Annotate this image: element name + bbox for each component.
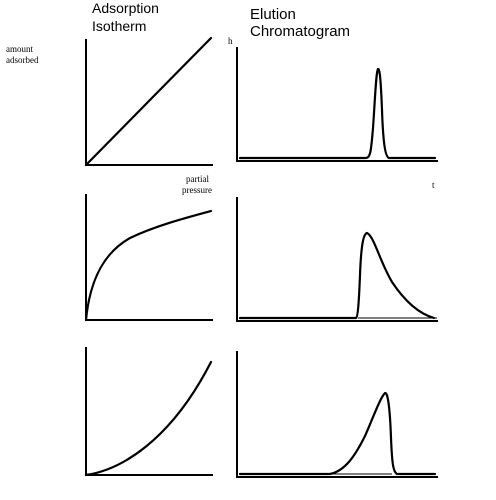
chromatogram-panel-symmetric [236,47,438,162]
chromatogram-x-label: t [432,180,435,190]
peak-symmetric [238,67,437,160]
isotherm-curve-convex [84,360,213,477]
peak-fronting [238,391,437,476]
chromatogram-axes [236,351,438,478]
chromatogram-panel-tailing [236,197,438,322]
row-1 [84,36,438,167]
isotherm-panel-concave [84,194,213,322]
isotherm-curve-linear [84,36,213,167]
peak-tailing [238,231,436,320]
isotherm-panel-convex [84,347,213,477]
isotherm-axes [85,347,213,476]
chromatogram-panel-fronting [236,351,438,478]
isotherm-panel-linear [84,36,213,167]
isotherm-heading-line1: Adsorption [92,0,159,16]
chromatogram-heading-line1: Elution [250,6,296,23]
isotherm-y-label-line2: adsorbed [6,55,39,65]
isotherm-x-label-line1: partial [186,174,209,184]
chromatogram-axes [236,197,438,322]
row-3 [84,347,438,478]
isotherm-axes [85,194,213,321]
row-2 [84,194,438,322]
chromatogram-axes [236,47,438,162]
chromatogram-heading-line2: Chromatogram [250,23,350,40]
chromatogram-y-label: h [228,36,233,46]
isotherm-heading-line2: Isotherm [92,18,146,34]
isotherm-x-label-line2: pressure [182,185,212,195]
isotherm-y-label-line1: amount [6,44,33,54]
isotherm-curve-concave [84,209,213,322]
